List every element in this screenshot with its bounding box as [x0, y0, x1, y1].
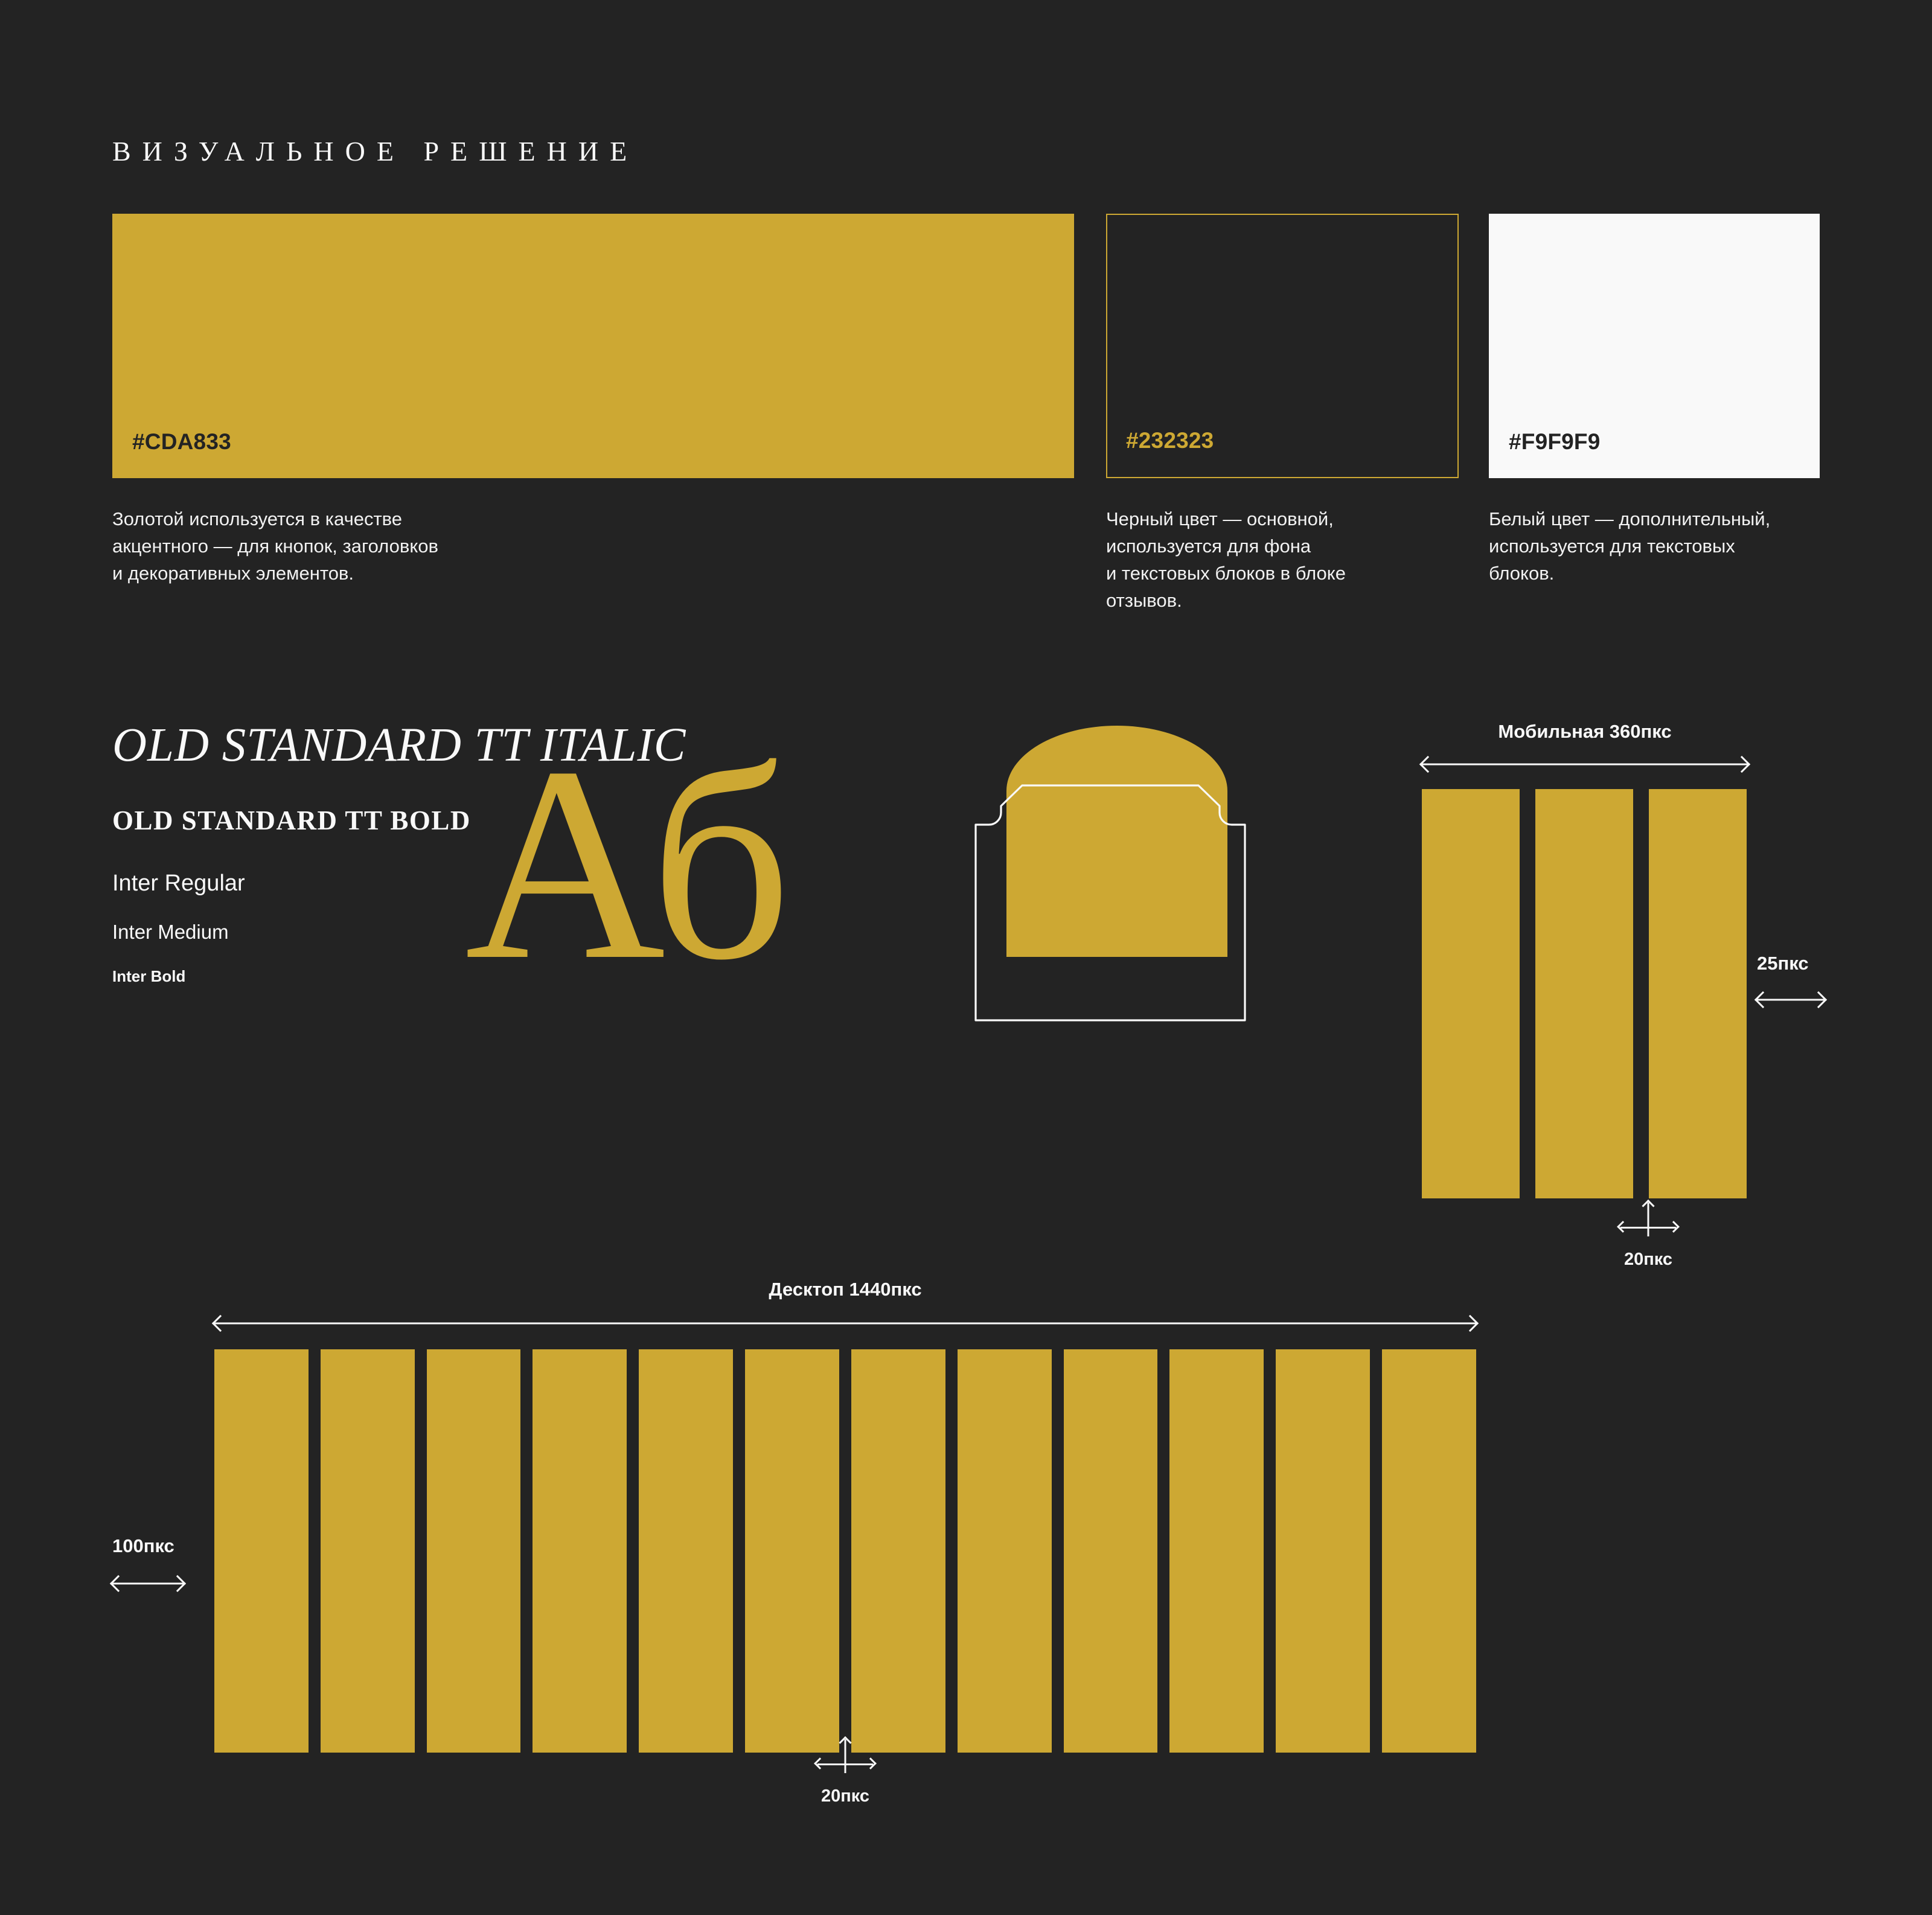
grid-column [1169, 1349, 1264, 1753]
frame-outline [974, 784, 1246, 1021]
desktop-gutter-marker: 20пкс [779, 1736, 912, 1805]
arrow-head-left-icon [1419, 755, 1437, 773]
grid-column [1535, 789, 1633, 1198]
mobile-gutter-label: 20пкс [1623, 1250, 1673, 1269]
arrow-line [1422, 763, 1748, 766]
arrow-line [844, 1739, 846, 1773]
mobile-margin-label: 25пкс [1757, 953, 1809, 974]
grid-column [851, 1349, 945, 1753]
color-hex-label-gold: #CDA833 [132, 429, 231, 454]
color-swatch-gold: #CDA833 [112, 214, 1074, 478]
arrow-head-left-icon [109, 1575, 127, 1593]
grid-column [1276, 1349, 1371, 1753]
grid-column [320, 1349, 415, 1753]
mobile-margin-marker: 25пкс [1754, 953, 1866, 1009]
arrow-line [112, 1582, 184, 1585]
arrow-head-right-icon [1668, 1221, 1680, 1233]
arrow-line [1757, 999, 1825, 1001]
glyph-sample-ab: Аб [465, 709, 792, 1017]
color-description-black: Черный цвет — основной, используется для… [1106, 508, 1346, 611]
mobile-grid-columns [1422, 789, 1748, 1198]
desktop-grid: Десктоп 1440пкс [211, 1279, 1479, 1753]
desktop-grid-width-arrow [211, 1314, 1479, 1332]
arrow-head-up-icon [1642, 1199, 1655, 1213]
arrow-head-left-icon [1754, 991, 1772, 1009]
arrow-head-right-icon [865, 1757, 877, 1770]
arrow-line [214, 1322, 1476, 1325]
type-sample-old-standard-bold: OLD STANDARD TT BOLD [112, 805, 471, 836]
desktop-column-width-arrow [109, 1575, 187, 1593]
mobile-grid-caption: Мобильная 360пкс [1498, 721, 1672, 742]
mobile-grid-width-arrow [1419, 755, 1751, 773]
typography-list: OLD STANDARD TT ITALIC OLD STANDARD TT B… [112, 721, 686, 984]
arrow-head-right-icon [1461, 1314, 1479, 1332]
grid-column [426, 1349, 521, 1753]
color-description-gold: Золотой используется в качестве акцентно… [112, 508, 438, 584]
grid-column [1649, 789, 1747, 1198]
mobile-margin-arrow [1754, 991, 1828, 1009]
arrow-head-left-icon [211, 1314, 229, 1332]
mobile-gutter-marker: 20пкс [1582, 1199, 1715, 1268]
gutter-arrow-icon [814, 1736, 877, 1778]
arch-motif-icon [974, 726, 1246, 1021]
page-title: ВИЗУАЛЬНОЕ РЕШЕНИЕ [112, 136, 639, 167]
grid-column [957, 1349, 1052, 1753]
arrow-line [1647, 1203, 1649, 1236]
arrow-line [1620, 1227, 1676, 1229]
color-description-white: Белый цвет — дополнительный, используетс… [1489, 508, 1771, 584]
grid-column [1063, 1349, 1158, 1753]
color-swatch-white: #F9F9F9 [1489, 214, 1820, 478]
desktop-column-width-marker: 100пкс [109, 1535, 233, 1593]
arrow-line [817, 1763, 873, 1765]
arch-shape [1006, 726, 1227, 957]
grid-column [1382, 1349, 1476, 1753]
arrow-head-left-icon [1617, 1221, 1629, 1233]
color-swatch-black: #232323 [1106, 214, 1459, 478]
arrow-head-right-icon [1809, 991, 1828, 1009]
grid-column [533, 1349, 627, 1753]
mobile-grid: Мобильная 360пкс [1419, 721, 1751, 1198]
grid-column [1422, 789, 1520, 1198]
type-sample-inter-regular: Inter Regular [112, 871, 245, 896]
arrow-head-right-icon [1733, 755, 1751, 773]
color-hex-label-white: #F9F9F9 [1509, 429, 1601, 454]
grid-column [214, 1349, 309, 1753]
desktop-grid-columns [214, 1349, 1476, 1753]
desktop-grid-caption: Десктоп 1440пкс [769, 1279, 922, 1300]
type-sample-inter-bold: Inter Bold [112, 967, 186, 985]
arch-motif [966, 718, 1268, 1159]
type-sample-inter-medium: Inter Medium [112, 921, 229, 943]
color-hex-label-black: #232323 [1126, 428, 1214, 453]
type-sample-old-standard-italic: OLD STANDARD TT ITALIC [112, 719, 686, 772]
grid-column [745, 1349, 839, 1753]
arrow-head-up-icon [839, 1736, 852, 1750]
arrow-head-left-icon [814, 1757, 826, 1770]
desktop-gutter-label: 20пкс [820, 1786, 870, 1806]
gutter-arrow-icon [1617, 1199, 1680, 1241]
grid-column [639, 1349, 734, 1753]
arrow-head-right-icon [168, 1575, 187, 1593]
desktop-column-width-label: 100пкс [112, 1535, 174, 1556]
